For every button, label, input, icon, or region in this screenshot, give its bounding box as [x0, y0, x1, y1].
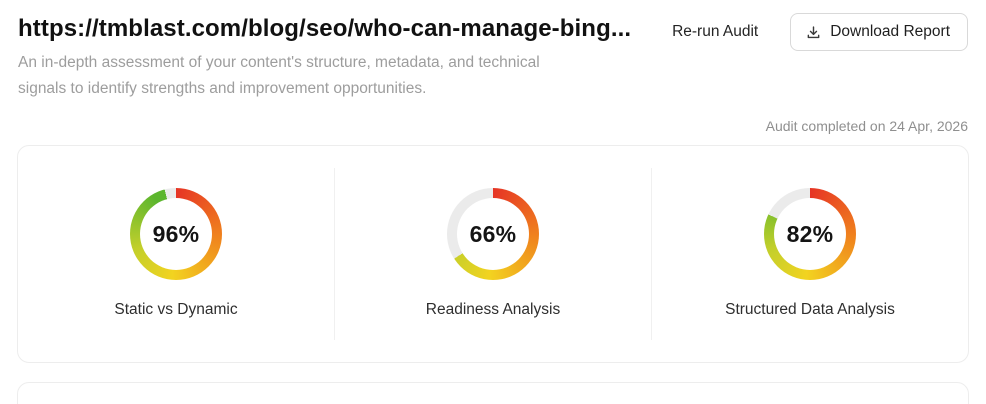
gauge-section-readiness-analysis: 66% Readiness Analysis — [335, 146, 651, 362]
description-line-2: signals to identify strengths and improv… — [18, 79, 427, 97]
gauge-section-static-vs-dynamic: 96% Static vs Dynamic — [18, 146, 334, 362]
gauge-label: Readiness Analysis — [425, 301, 561, 318]
download-icon — [806, 25, 821, 40]
donut-chart-structured-data-analysis: 82% — [764, 188, 856, 280]
gauge-value: 96% — [152, 220, 200, 247]
donut-chart-readiness-analysis: 66% — [447, 188, 539, 280]
gauge-label: Structured Data Analysis — [725, 301, 895, 318]
page-description: An in-depth assessment of your content's… — [18, 50, 968, 101]
header-actions: Re-run Audit Download Report — [670, 13, 968, 51]
audit-summary-card: 96% Static vs Dynamic 66% Readiness Anal… — [17, 145, 969, 363]
page-title: https://tmblast.com/blog/seo/who-can-man… — [18, 15, 632, 42]
gauge-label: Static vs Dynamic — [114, 301, 238, 318]
section-divider — [651, 168, 652, 340]
page-header: https://tmblast.com/blog/seo/who-can-man… — [0, 0, 986, 101]
description-line-1: An in-depth assessment of your content's… — [18, 54, 540, 71]
section-divider — [334, 168, 335, 340]
audit-completed-text: Audit completed on 24 Apr, 2026 — [765, 118, 968, 134]
gauge-value: 66% — [469, 220, 517, 247]
donut-hole: 66% — [457, 198, 529, 270]
gauge-value: 82% — [786, 220, 834, 247]
donut-hole: 96% — [140, 198, 212, 270]
rerun-audit-button[interactable]: Re-run Audit — [670, 17, 760, 47]
donut-hole: 82% — [774, 198, 846, 270]
donut-chart-static-vs-dynamic: 96% — [130, 188, 222, 280]
gauge-section-structured-data-analysis: 82% Structured Data Analysis — [652, 146, 968, 362]
download-report-button[interactable]: Download Report — [790, 13, 968, 51]
download-report-label: Download Report — [830, 23, 950, 40]
next-section-card — [17, 382, 969, 404]
